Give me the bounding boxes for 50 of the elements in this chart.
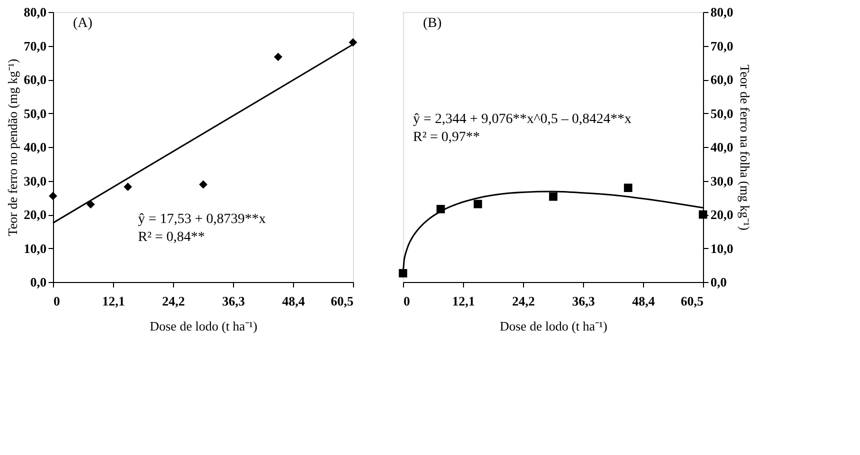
annotation: ŷ = 17,53 + 0,8739**x	[138, 212, 266, 227]
point	[199, 180, 208, 189]
x-tick-label: 36,3	[222, 294, 246, 308]
x-axis-title: Dose de lodo (t ha⁻¹)	[150, 318, 258, 334]
point	[624, 184, 632, 192]
y-tick-label: 10,0	[24, 240, 46, 256]
y-tick-label: 80,0	[24, 4, 46, 20]
x-axis-title: Dose de lodo (t ha⁻¹)	[500, 318, 608, 334]
chart-title: (B)	[423, 16, 442, 31]
x-tick-label: 12,1	[452, 294, 475, 308]
x-tick-label: 60,5	[680, 294, 704, 308]
point	[549, 192, 558, 201]
y2-tick-label: 50,0	[710, 106, 734, 121]
x-tick-label: 24,2	[162, 294, 185, 308]
point	[48, 192, 58, 200]
x-tick-label: 48,4	[282, 294, 306, 308]
point	[348, 38, 358, 47]
chart-title: (A)	[73, 16, 93, 31]
y-tick-label: 50,0	[24, 106, 46, 121]
y2-tick-label: 60,0	[710, 72, 734, 87]
annotation: ŷ = 2,344 + 9,076**x^0,5 – 0,8424**x	[413, 112, 632, 127]
point	[698, 210, 708, 219]
y2-tick-label: 80,0	[710, 4, 734, 20]
y2-tick-label: 20,0	[710, 207, 734, 222]
point	[86, 200, 95, 209]
y2-tick-label: 40,0	[710, 140, 734, 154]
annotation: R² = 0,97**	[413, 130, 480, 145]
y-tick-label: 70,0	[24, 38, 46, 54]
y2-tick-label: 0,0	[710, 274, 727, 290]
x-tick-label: 48,4	[632, 294, 656, 308]
x-tick-label: 0	[54, 294, 60, 308]
point	[124, 182, 132, 192]
y-tick-label: 0,0	[30, 274, 46, 290]
y2-axis-title: Teor de ferro na folha (mg kg⁻¹)	[737, 64, 752, 230]
y-axis-title: Teor de ferro no pendão (mg kg⁻¹)	[4, 58, 20, 236]
y-tick-label: 20,0	[24, 207, 46, 222]
y-tick-label: 40,0	[24, 140, 46, 154]
point	[274, 52, 282, 62]
y-tick-label: 60,0	[24, 72, 46, 87]
x-tick-label: 24,2	[512, 294, 535, 308]
y2-tick-label: 30,0	[710, 173, 734, 188]
y-tick-label: 30,0	[24, 173, 46, 188]
x-tick-label: 60,5	[330, 294, 354, 308]
y2-tick-label: 70,0	[710, 38, 734, 54]
x-tick-label: 0	[404, 294, 410, 308]
y2-tick-label: 10,0	[710, 240, 734, 256]
point	[474, 200, 482, 208]
x-tick-label: 36,3	[572, 294, 596, 308]
annotation: R² = 0,84**	[138, 230, 205, 245]
x-tick-label: 12,1	[102, 294, 125, 308]
